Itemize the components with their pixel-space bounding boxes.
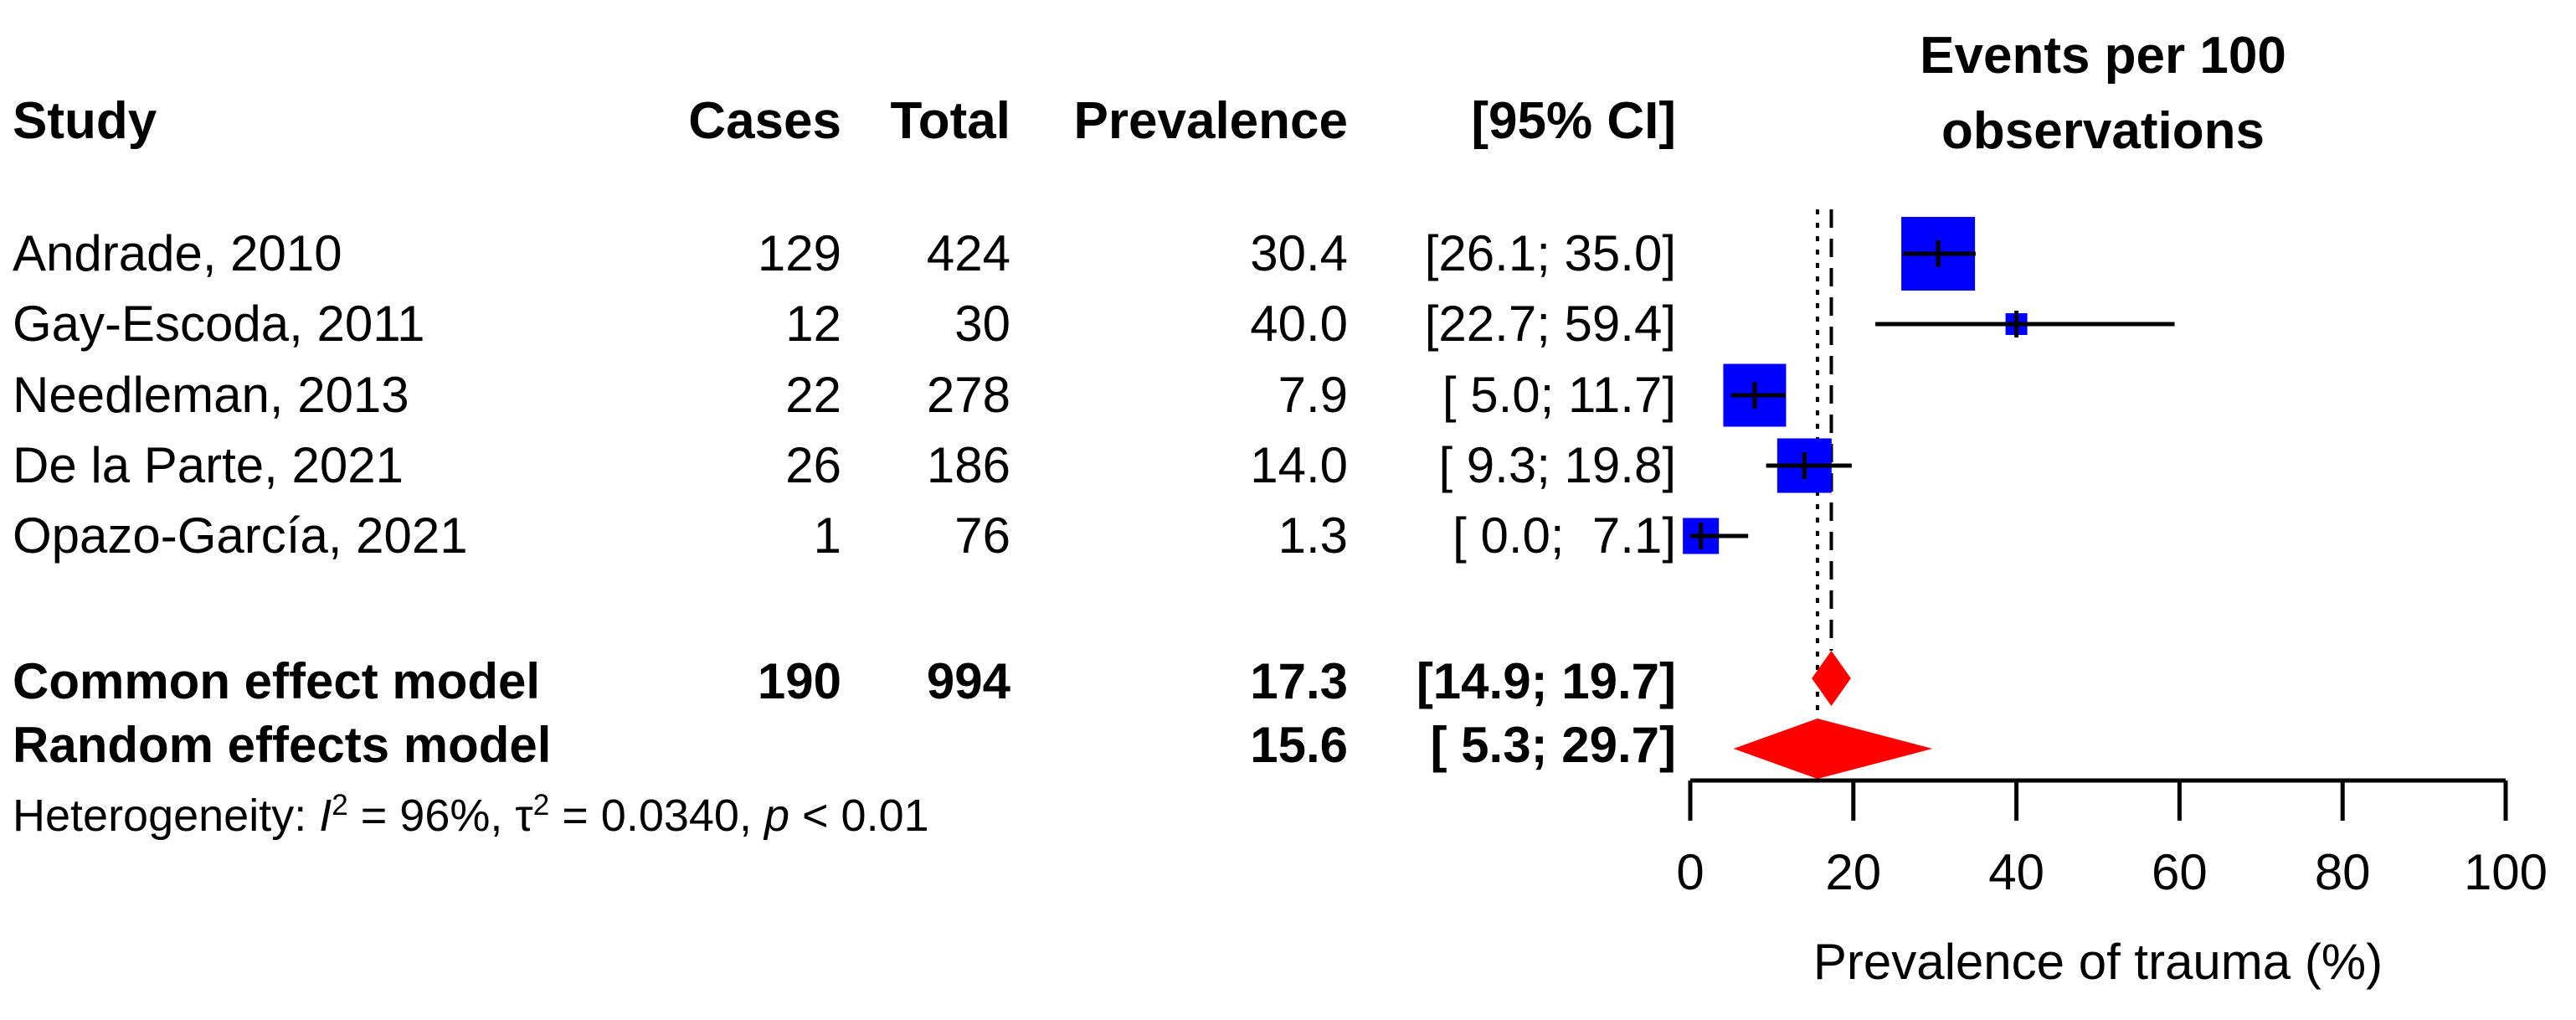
random-effects-label: Random effects model	[13, 717, 552, 773]
study-ci: [ 9.3; 19.8]	[1438, 437, 1676, 493]
x-axis-tick-label: 100	[2464, 844, 2548, 900]
study-ci: [26.1; 35.0]	[1424, 225, 1676, 281]
study-total: 76	[954, 507, 1010, 564]
study-prevalence: 14.0	[1250, 437, 1348, 493]
study-total: 278	[926, 367, 1010, 423]
study-name: Needleman, 2013	[13, 367, 409, 423]
study-name: Opazo-García, 2021	[13, 507, 468, 564]
common-effect-label: Common effect model	[13, 653, 541, 709]
x-axis-tick-label: 80	[2315, 844, 2371, 900]
study-prevalence: 1.3	[1278, 507, 1348, 564]
x-axis-tick-label: 60	[2152, 844, 2208, 900]
study-ci: [ 0.0; 7.1]	[1453, 507, 1676, 564]
study-ci: [ 5.0; 11.7]	[1442, 367, 1676, 423]
column-header-prevalence: Prevalence	[1073, 92, 1348, 150]
study-name: Andrade, 2010	[13, 225, 342, 281]
study-cases: 12	[785, 296, 841, 352]
common-effect-diamond	[1812, 651, 1851, 706]
heterogeneity-stats: Heterogeneity: I2 = 96%, τ2 = 0.0340, p …	[13, 789, 929, 841]
study-ci: [22.7; 59.4]	[1424, 296, 1676, 352]
study-cases: 129	[757, 225, 841, 281]
x-axis-title: Prevalence of trauma (%)	[1812, 934, 2383, 990]
common-effect-ci: [14.9; 19.7]	[1416, 653, 1676, 709]
x-axis-tick-label: 40	[1988, 844, 2044, 900]
common-effect-total: 994	[926, 653, 1010, 709]
x-axis-tick-label: 0	[1676, 844, 1704, 900]
column-header-ci: [95% CI]	[1471, 92, 1676, 150]
study-prevalence: 7.9	[1278, 367, 1348, 423]
study-name: Gay-Escoda, 2011	[13, 296, 425, 352]
study-total: 186	[926, 437, 1010, 493]
column-header-events-per-100: Events per 100 observations	[1920, 27, 2286, 160]
study-name: De la Parte, 2021	[13, 437, 404, 493]
x-axis-tick-label: 20	[1825, 844, 1881, 900]
common-effect-prevalence: 17.3	[1250, 653, 1348, 709]
common-effect-cases: 190	[757, 653, 841, 709]
study-cases: 1	[813, 507, 841, 564]
study-cases: 26	[785, 437, 841, 493]
study-cases: 22	[785, 367, 841, 423]
random-effects-prevalence: 15.6	[1250, 717, 1348, 773]
column-header-study: Study	[13, 92, 157, 150]
study-prevalence: 30.4	[1250, 225, 1348, 281]
column-header-total: Total	[890, 92, 1011, 150]
study-total: 30	[954, 296, 1010, 352]
study-total: 424	[926, 225, 1010, 281]
random-effects-diamond	[1733, 719, 1933, 779]
random-effects-ci: [ 5.3; 29.7]	[1430, 717, 1676, 773]
study-prevalence: 40.0	[1250, 296, 1348, 352]
column-header-cases: Cases	[688, 92, 841, 150]
